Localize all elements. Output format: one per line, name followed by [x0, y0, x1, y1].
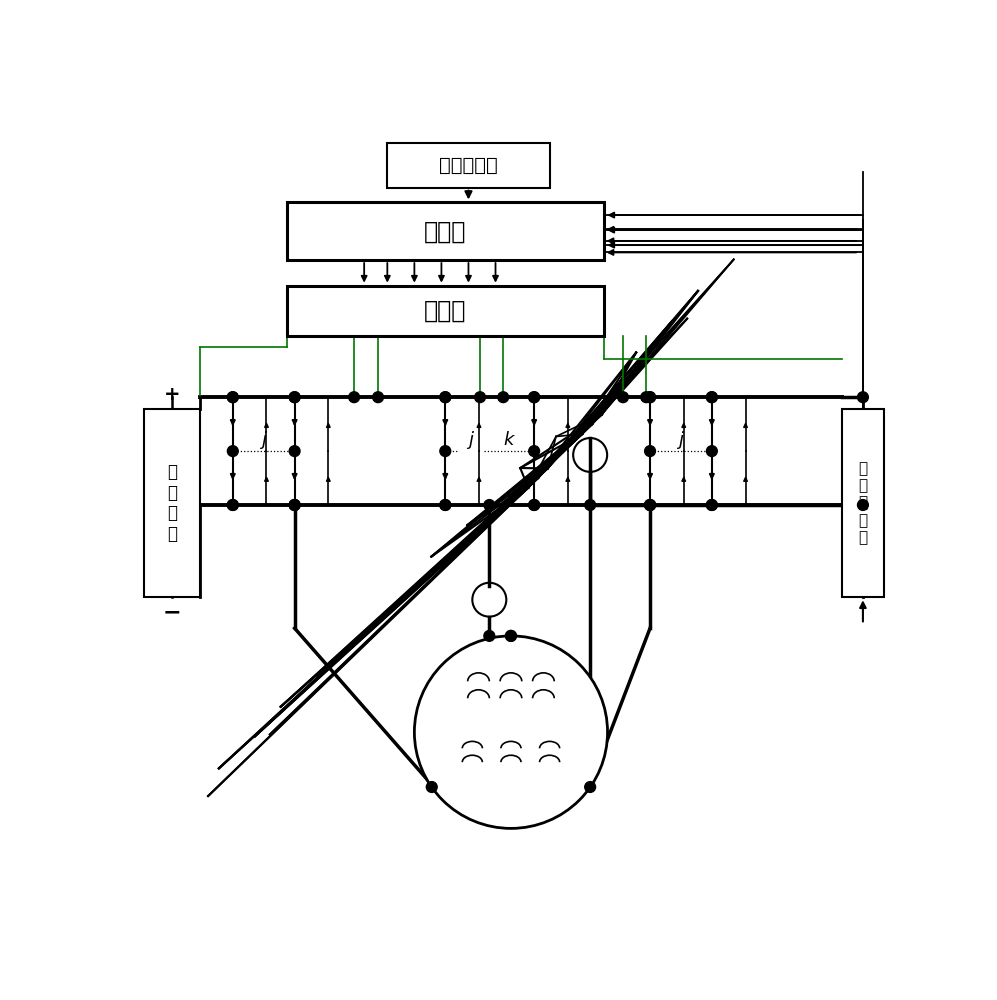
Text: k: k: [503, 431, 514, 449]
Circle shape: [227, 392, 238, 403]
Circle shape: [289, 500, 300, 510]
Circle shape: [505, 631, 516, 641]
Circle shape: [227, 392, 238, 403]
Text: 指令发送部: 指令发送部: [439, 156, 498, 175]
Circle shape: [289, 392, 300, 403]
Circle shape: [645, 500, 655, 510]
Circle shape: [289, 392, 300, 403]
Circle shape: [427, 782, 437, 792]
Circle shape: [585, 782, 595, 792]
Circle shape: [484, 631, 495, 641]
Text: j: j: [468, 431, 473, 449]
Circle shape: [440, 500, 451, 510]
Circle shape: [528, 392, 539, 403]
Circle shape: [505, 631, 516, 641]
Circle shape: [707, 446, 717, 456]
Text: 直
流
电
源: 直 流 电 源: [166, 463, 176, 543]
Text: 触发器: 触发器: [424, 299, 467, 323]
Circle shape: [484, 500, 495, 510]
Text: 控制器: 控制器: [424, 219, 467, 243]
Circle shape: [617, 392, 628, 403]
Circle shape: [641, 392, 652, 403]
Circle shape: [349, 392, 360, 403]
Circle shape: [227, 446, 238, 456]
Bar: [841, 409, 884, 597]
Circle shape: [498, 392, 508, 403]
Circle shape: [289, 446, 300, 456]
Circle shape: [645, 392, 655, 403]
Circle shape: [645, 446, 655, 456]
Circle shape: [415, 636, 607, 828]
Bar: [387, 143, 549, 188]
Circle shape: [289, 500, 300, 510]
Bar: [287, 202, 603, 260]
Circle shape: [707, 392, 717, 403]
Circle shape: [645, 392, 655, 403]
Circle shape: [227, 500, 238, 510]
Text: −: −: [163, 603, 181, 623]
Circle shape: [707, 392, 717, 403]
Text: 输
出
传
感
器: 输 出 传 感 器: [858, 461, 867, 545]
Bar: [144, 409, 199, 597]
Circle shape: [857, 392, 868, 403]
Circle shape: [585, 500, 595, 510]
Circle shape: [528, 446, 539, 456]
Text: j: j: [678, 431, 684, 449]
Circle shape: [289, 500, 300, 510]
Circle shape: [227, 500, 238, 510]
Circle shape: [475, 392, 486, 403]
Circle shape: [440, 392, 451, 403]
Circle shape: [440, 446, 451, 456]
Circle shape: [707, 500, 717, 510]
Circle shape: [645, 500, 655, 510]
Circle shape: [440, 500, 451, 510]
Circle shape: [528, 500, 539, 510]
Circle shape: [528, 392, 539, 403]
Circle shape: [707, 500, 717, 510]
Circle shape: [528, 500, 539, 510]
Circle shape: [373, 392, 384, 403]
Circle shape: [645, 500, 655, 510]
Circle shape: [857, 500, 868, 510]
Bar: [287, 286, 603, 336]
Circle shape: [440, 392, 451, 403]
Text: j: j: [261, 431, 266, 449]
Text: +: +: [164, 385, 180, 404]
